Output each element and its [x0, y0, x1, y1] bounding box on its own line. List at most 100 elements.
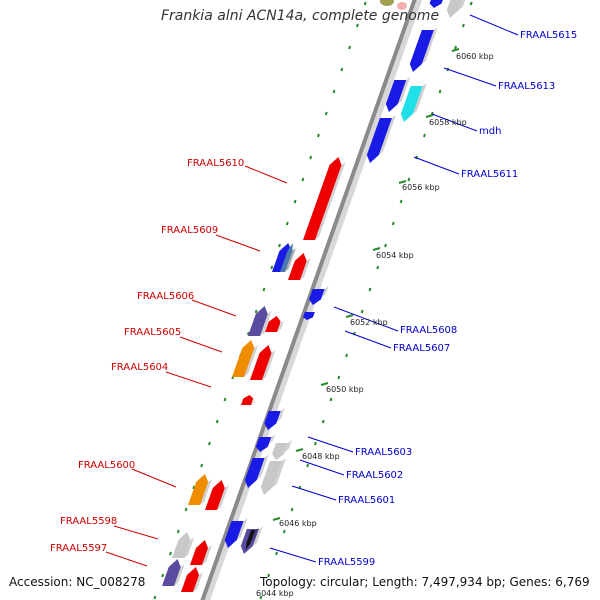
gene-label-FRAAL5603[interactable]: FRAAL5603	[355, 447, 412, 458]
tick-label-6052: 6052 kbp	[350, 318, 388, 327]
gene-label-FRAAL5599[interactable]: FRAAL5599	[318, 557, 375, 568]
gene-FRAAL5607-shade	[314, 309, 319, 312]
gene-FRAAL5606-purple-body	[248, 306, 268, 336]
gene-label-mdh[interactable]: mdh	[479, 126, 501, 137]
gene-label-FRAAL5611[interactable]: FRAAL5611	[461, 169, 518, 180]
gene-FRAAL5603-b-body	[255, 437, 272, 452]
gene-FRAAL5597-red-shade	[193, 572, 204, 592]
leader-FRAAL5604	[165, 371, 212, 388]
gene-label-FRAAL5602[interactable]: FRAAL5602	[346, 470, 403, 481]
kbp-tick	[320, 382, 329, 386]
gene-FRAAL5600-orange-body	[188, 474, 209, 505]
gene-FRAAL5604	[241, 395, 256, 405]
gene-label-FRAAL5610[interactable]: FRAAL5610	[187, 158, 244, 169]
tick-dot	[153, 595, 157, 600]
tick-dot	[384, 243, 387, 248]
forward-gene-labels[interactable]: FRAAL5610 FRAAL5609 FRAAL5606 FRAAL5605 …	[50, 158, 244, 554]
leader-FRAAL5605	[179, 336, 223, 353]
gene-FRAAL5609-stripe-shade	[285, 248, 297, 272]
kbp-tick	[451, 48, 460, 52]
gene-FRAAL5610-body	[303, 157, 342, 240]
tick-dot	[345, 353, 349, 358]
tick-dot	[278, 243, 281, 248]
topology-text: Topology: circular; Length: 7,497,934 bp…	[260, 575, 590, 589]
gene-mdh-shade	[412, 83, 427, 114]
gene-label-FRAAL5606[interactable]: FRAAL5606	[137, 291, 194, 302]
gene-label-FRAAL5601[interactable]: FRAAL5601	[338, 495, 395, 506]
gene-FRAAL5597-red-body	[181, 567, 200, 592]
leader-FRAAL5615	[469, 14, 519, 36]
leader-FRAAL5607	[344, 330, 392, 349]
genome-title: Frankia alni ACN14a, complete genome	[160, 8, 440, 24]
gene-FRAAL5598-red	[190, 540, 213, 565]
gene-FRAAL5605-orange-shade	[244, 345, 259, 377]
accession-text: Accession: NC_008278	[9, 575, 146, 589]
tick-dot	[363, 1, 367, 6]
gene-FRAAL5609-red	[288, 253, 311, 280]
gene-FRAAL5611	[366, 115, 396, 163]
gene-FRAAL5600-orange-shade	[200, 479, 213, 505]
leader-FRAAL5597	[105, 551, 148, 567]
gene-FRAAL5603-shade	[276, 408, 285, 422]
tick-dot	[259, 595, 263, 600]
leader-FRAAL5609	[215, 234, 261, 252]
gene-FRAAL5603	[264, 408, 285, 430]
gene-FRAAL5610-shade	[315, 162, 346, 240]
tick-dot	[275, 551, 278, 556]
leader-FRAAL5598	[113, 525, 159, 540]
leader-FRAAL5601	[291, 485, 337, 501]
tick-dot	[391, 221, 395, 226]
gene-FRAAL5602-shade	[256, 455, 269, 480]
kbp-tick	[345, 314, 354, 318]
gene-label-FRAAL5609[interactable]: FRAAL5609	[161, 225, 218, 236]
gene-partial-pink	[397, 2, 407, 10]
gene-FRAAL5604-body	[241, 395, 254, 405]
tick-dot	[376, 265, 380, 270]
leader-FRAAL5611	[413, 156, 460, 175]
gene-FRAAL5610	[303, 157, 346, 240]
gene-FRAAL5606-red-shade	[277, 321, 284, 332]
gene-label-FRAAL5604[interactable]: FRAAL5604	[111, 362, 168, 373]
gene-FRAAL5599-blue-body	[224, 521, 244, 548]
tick-dot	[161, 573, 165, 578]
tick-dot	[348, 45, 352, 50]
tick-label-6048: 6048 kbp	[302, 452, 340, 461]
genome-backbone	[200, 0, 417, 600]
kbp-tick	[295, 448, 304, 452]
tick-dot	[368, 287, 372, 292]
gene-FRAAL5609-stripe-body	[280, 243, 293, 272]
gene-FRAAL5599-dark	[246, 527, 260, 550]
gene-label-FRAAL5613[interactable]: FRAAL5613	[498, 81, 555, 92]
gene-FRAAL5611-shade	[378, 115, 396, 155]
tick-dot	[399, 199, 403, 204]
gene-label-FRAAL5598[interactable]: FRAAL5598	[60, 516, 117, 527]
gene-label-FRAAL5600[interactable]: FRAAL5600	[78, 460, 135, 471]
gene-FRAAL5598-gray	[172, 532, 195, 558]
tick-dot	[169, 551, 172, 556]
tick-label-6046: 6046 kbp	[279, 519, 317, 528]
gene-label-FRAAL5605[interactable]: FRAAL5605	[124, 327, 181, 338]
tick-dot	[309, 155, 313, 160]
gene-label-FRAAL5615[interactable]: FRAAL5615	[520, 30, 577, 41]
tick-dot	[469, 1, 473, 6]
reverse-gene-labels[interactable]: FRAAL5615 FRAAL5613 mdh FRAAL5611 FRAAL5…	[318, 30, 577, 568]
gene-label-FRAAL5608[interactable]: FRAAL5608	[400, 325, 457, 336]
gene-mdh-body	[400, 86, 423, 122]
gene-FRAAL5601-shade	[272, 458, 287, 487]
gene-FRAAL5609-stripe	[280, 243, 297, 272]
gene-FRAAL5607-body	[302, 312, 315, 320]
gene-label-FRAAL5597[interactable]: FRAAL5597	[50, 543, 107, 554]
gene-FRAAL5615-shade	[458, 0, 466, 10]
gene-label-FRAAL5607[interactable]: FRAAL5607	[393, 343, 450, 354]
gene-FRAAL5605-orange	[232, 340, 259, 377]
label-leaders	[105, 14, 519, 567]
gene-FRAAL5598-gray-body	[172, 532, 191, 558]
gene-FRAAL5599-blue-shade	[236, 518, 248, 540]
gene-FRAAL5608-body	[308, 289, 325, 305]
gene-FRAAL5608-shade	[321, 286, 329, 297]
gene-FRAAL5604-shade	[251, 400, 256, 405]
gene-FRAAL5598-red-body	[190, 540, 209, 565]
gene-FRAAL5609-blue-body	[272, 243, 292, 272]
tick-dot	[215, 419, 219, 424]
gene-FRAAL5615-blue-body	[429, 0, 443, 8]
